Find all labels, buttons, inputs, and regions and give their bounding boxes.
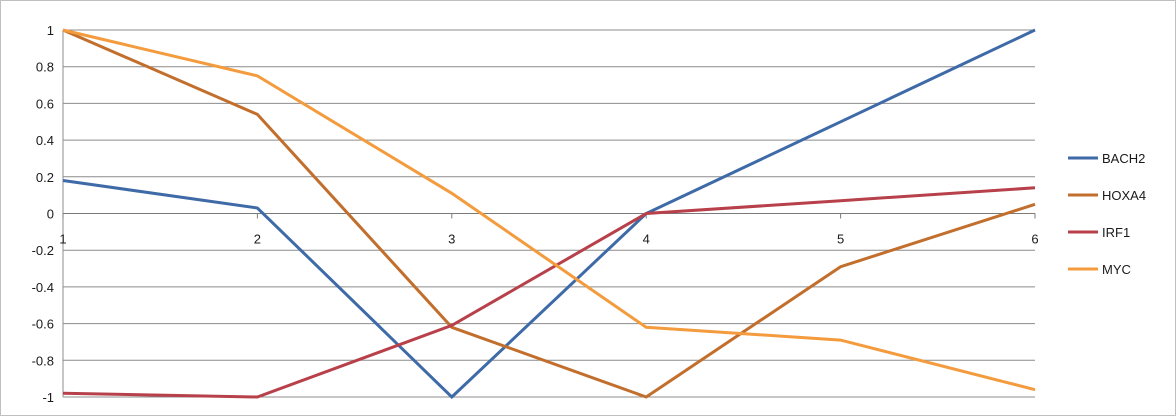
series-lines xyxy=(62,28,1036,400)
legend-label-bach2: BACH2 xyxy=(1102,151,1145,166)
series-line-hoxa4 xyxy=(62,28,1036,399)
legend-label-hoxa4: HOXA4 xyxy=(1102,188,1146,203)
x-axis: 1 2 3 4 5 6 xyxy=(59,213,1039,247)
y-tick-label: 0 xyxy=(47,207,54,222)
y-tick-label: -0.6 xyxy=(32,317,54,332)
legend-label-myc: MYC xyxy=(1102,262,1131,277)
y-tick-label: 1 xyxy=(47,23,54,38)
y-tick-label: -1 xyxy=(42,390,54,405)
x-tick-label: 5 xyxy=(837,232,844,247)
y-tick-label: -0.2 xyxy=(32,243,54,258)
series-line-bach2 xyxy=(62,28,1036,400)
legend: BACH2 HOXA4 IRF1 MYC xyxy=(1068,151,1146,277)
x-tick-label: 3 xyxy=(448,232,455,247)
x-tick-label: 2 xyxy=(254,232,261,247)
y-tick-label: -0.4 xyxy=(32,280,54,295)
y-axis-ticks: 1 0.8 0.6 0.4 0.2 0 -0.2 -0.4 -0.6 -0.8 -1 xyxy=(32,23,54,405)
y-tick-label: -0.8 xyxy=(32,353,54,368)
x-tick-label: 4 xyxy=(643,232,650,247)
y-tick-label: 0.6 xyxy=(36,96,54,111)
x-tick-label: 6 xyxy=(1031,232,1038,247)
x-tick-label: 1 xyxy=(59,232,66,247)
y-tick-label: 0.8 xyxy=(36,60,54,75)
y-tick-label: 0.2 xyxy=(36,170,54,185)
series-line-myc xyxy=(62,28,1036,392)
y-tick-label: 0.4 xyxy=(36,133,54,148)
legend-label-irf1: IRF1 xyxy=(1102,225,1130,240)
series-line-irf1 xyxy=(62,186,1036,399)
